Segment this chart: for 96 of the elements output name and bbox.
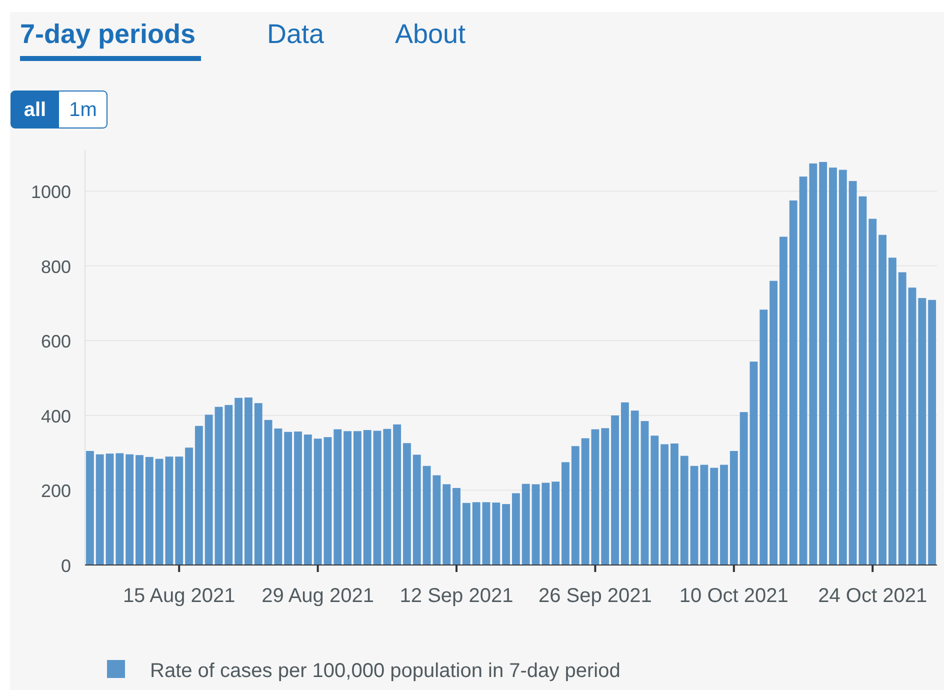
bar (502, 504, 510, 565)
bar (650, 436, 659, 565)
bar (710, 468, 718, 565)
y-tick-label: 200 (40, 481, 71, 502)
bar (730, 450, 738, 565)
bar (660, 444, 669, 565)
bar (126, 454, 134, 565)
bar (829, 168, 837, 565)
bar (620, 402, 629, 565)
bar (363, 430, 372, 565)
bar (898, 272, 906, 565)
text: 1m (69, 99, 97, 121)
bar (819, 162, 828, 565)
bar (86, 450, 94, 565)
bar (264, 420, 272, 565)
bar (571, 446, 580, 565)
bar (868, 218, 877, 565)
bar (175, 456, 184, 565)
bar (878, 234, 886, 565)
bar (630, 410, 639, 565)
text: 7-day periods (20, 19, 196, 49)
bar (888, 258, 896, 565)
bar (136, 455, 144, 565)
bar (96, 454, 104, 565)
text: all (24, 99, 46, 121)
text: Data (267, 19, 326, 49)
bar (700, 464, 708, 565)
bar (412, 454, 421, 565)
bar (601, 428, 610, 565)
y-tick-label: 600 (40, 332, 71, 352)
bar (779, 236, 788, 565)
bar (740, 412, 748, 565)
x-tick-label: 10 Oct 2021 (679, 585, 788, 607)
bar (393, 424, 402, 565)
bar (809, 163, 818, 565)
y-tick-label: 0 (60, 556, 71, 576)
bar (344, 431, 352, 565)
bar (214, 406, 223, 565)
bar (611, 415, 619, 565)
bar (690, 466, 698, 565)
bar (353, 431, 362, 565)
bar (274, 428, 282, 565)
bar (838, 170, 847, 565)
bar (185, 448, 193, 565)
bar (383, 428, 392, 565)
bar (492, 502, 500, 565)
bar (552, 482, 560, 565)
y-tick-label: 1000 (30, 182, 71, 202)
bar (254, 403, 262, 565)
bar (789, 200, 798, 565)
x-tick-label: 26 Sep 2021 (538, 585, 652, 607)
bar (472, 502, 480, 565)
bar (403, 443, 411, 565)
bar (194, 426, 203, 565)
bar (522, 484, 530, 565)
bar (324, 437, 332, 565)
bar (512, 493, 520, 565)
bar (442, 484, 451, 565)
bar (640, 421, 649, 565)
bar (224, 404, 233, 565)
bar (770, 280, 778, 565)
bar (294, 432, 302, 565)
bar (334, 429, 342, 565)
bar (452, 488, 460, 565)
bar (462, 502, 470, 565)
bar (482, 502, 490, 565)
bar (373, 430, 382, 565)
legend-label: Rate of cases per 100,000 population in 7-day period (150, 660, 620, 682)
y-tick-label: 800 (40, 256, 71, 277)
text: About (395, 19, 466, 49)
bar (304, 434, 312, 565)
bar (244, 398, 252, 565)
bar (670, 443, 678, 565)
bar (750, 362, 758, 565)
bar (918, 298, 926, 565)
bar (314, 438, 322, 565)
x-tick-label: 24 Oct 2021 (818, 585, 928, 607)
bar (284, 432, 292, 565)
bar (799, 176, 808, 565)
bar (562, 462, 570, 565)
bar (116, 453, 124, 565)
bar (760, 310, 768, 565)
bar (542, 482, 550, 565)
bar (532, 484, 540, 565)
x-tick-label: 29 Aug 2021 (262, 585, 374, 607)
bar (928, 300, 936, 565)
bar (680, 456, 688, 565)
bar (720, 464, 728, 565)
bar (234, 398, 243, 565)
y-tick-label: 400 (40, 406, 71, 426)
bar (908, 288, 916, 565)
bar (145, 456, 154, 565)
bar (204, 414, 213, 565)
x-tick-label: 15 Aug 2021 (122, 585, 236, 607)
x-tick-label: 12 Sep 2021 (400, 585, 514, 607)
bar (106, 454, 114, 565)
